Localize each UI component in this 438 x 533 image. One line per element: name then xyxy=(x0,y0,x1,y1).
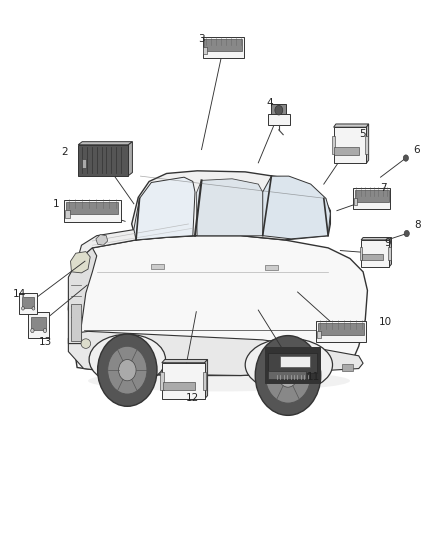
Circle shape xyxy=(32,306,35,310)
Bar xyxy=(362,254,383,260)
Polygon shape xyxy=(205,359,208,399)
Text: 7: 7 xyxy=(381,183,387,193)
Polygon shape xyxy=(78,142,132,145)
Bar xyxy=(389,247,391,260)
Bar xyxy=(335,147,359,155)
Bar xyxy=(355,190,389,202)
Polygon shape xyxy=(68,332,363,375)
Bar xyxy=(28,312,49,338)
Text: 11: 11 xyxy=(306,372,320,382)
Bar xyxy=(332,136,335,155)
Bar xyxy=(265,265,278,270)
Bar xyxy=(203,37,244,58)
Bar xyxy=(343,365,353,370)
Circle shape xyxy=(119,360,136,381)
Text: 12: 12 xyxy=(186,393,199,403)
Polygon shape xyxy=(263,176,330,239)
Bar xyxy=(66,202,119,214)
Circle shape xyxy=(255,336,321,415)
Bar xyxy=(334,127,366,164)
Polygon shape xyxy=(96,235,108,245)
Bar xyxy=(365,136,367,155)
Polygon shape xyxy=(128,142,132,175)
Bar xyxy=(65,211,70,217)
Circle shape xyxy=(31,328,34,333)
Polygon shape xyxy=(134,177,195,240)
Bar xyxy=(318,323,364,335)
Polygon shape xyxy=(77,229,136,261)
Polygon shape xyxy=(334,124,369,127)
Bar xyxy=(82,159,86,168)
Polygon shape xyxy=(196,179,263,236)
Text: 10: 10 xyxy=(378,317,392,327)
Polygon shape xyxy=(71,252,90,273)
Bar xyxy=(22,297,34,308)
Circle shape xyxy=(98,334,157,406)
Polygon shape xyxy=(361,238,392,240)
Circle shape xyxy=(275,106,283,115)
Ellipse shape xyxy=(245,338,332,391)
Bar xyxy=(151,264,164,269)
Text: 13: 13 xyxy=(39,337,53,347)
Text: 6: 6 xyxy=(413,144,420,155)
Polygon shape xyxy=(366,124,369,164)
Text: 1: 1 xyxy=(53,199,60,209)
Bar xyxy=(204,47,207,54)
Bar xyxy=(316,321,366,342)
Bar xyxy=(317,331,321,338)
Bar xyxy=(71,304,81,341)
Bar xyxy=(361,240,389,266)
Bar xyxy=(354,198,357,205)
Text: 5: 5 xyxy=(359,128,365,139)
Bar xyxy=(280,356,310,367)
Bar xyxy=(265,347,320,383)
Bar xyxy=(19,293,37,314)
Text: 14: 14 xyxy=(13,289,26,299)
Text: 8: 8 xyxy=(414,220,421,230)
Polygon shape xyxy=(132,171,330,240)
Polygon shape xyxy=(68,236,367,375)
Ellipse shape xyxy=(89,334,166,385)
Bar xyxy=(204,39,243,51)
Polygon shape xyxy=(162,359,208,363)
Text: 3: 3 xyxy=(198,34,205,44)
Circle shape xyxy=(108,346,147,394)
Circle shape xyxy=(265,348,311,403)
Bar xyxy=(268,353,317,373)
Bar xyxy=(163,382,195,390)
Bar xyxy=(271,104,286,117)
Polygon shape xyxy=(68,248,97,344)
Circle shape xyxy=(21,306,25,310)
Bar xyxy=(32,317,46,330)
Bar xyxy=(268,114,290,125)
Bar xyxy=(268,372,306,378)
Text: 2: 2 xyxy=(62,147,68,157)
Circle shape xyxy=(279,364,297,387)
Circle shape xyxy=(43,328,46,333)
Bar xyxy=(64,199,121,222)
Bar xyxy=(353,188,390,209)
Circle shape xyxy=(403,155,409,161)
Ellipse shape xyxy=(88,370,350,391)
Circle shape xyxy=(404,230,410,237)
Bar xyxy=(162,363,205,399)
Bar xyxy=(360,247,362,260)
Bar xyxy=(78,145,128,175)
Bar xyxy=(203,372,206,390)
Polygon shape xyxy=(389,238,392,266)
Bar xyxy=(160,372,163,390)
Text: 9: 9 xyxy=(384,238,391,247)
Text: 4: 4 xyxy=(266,98,273,108)
Ellipse shape xyxy=(81,339,91,349)
